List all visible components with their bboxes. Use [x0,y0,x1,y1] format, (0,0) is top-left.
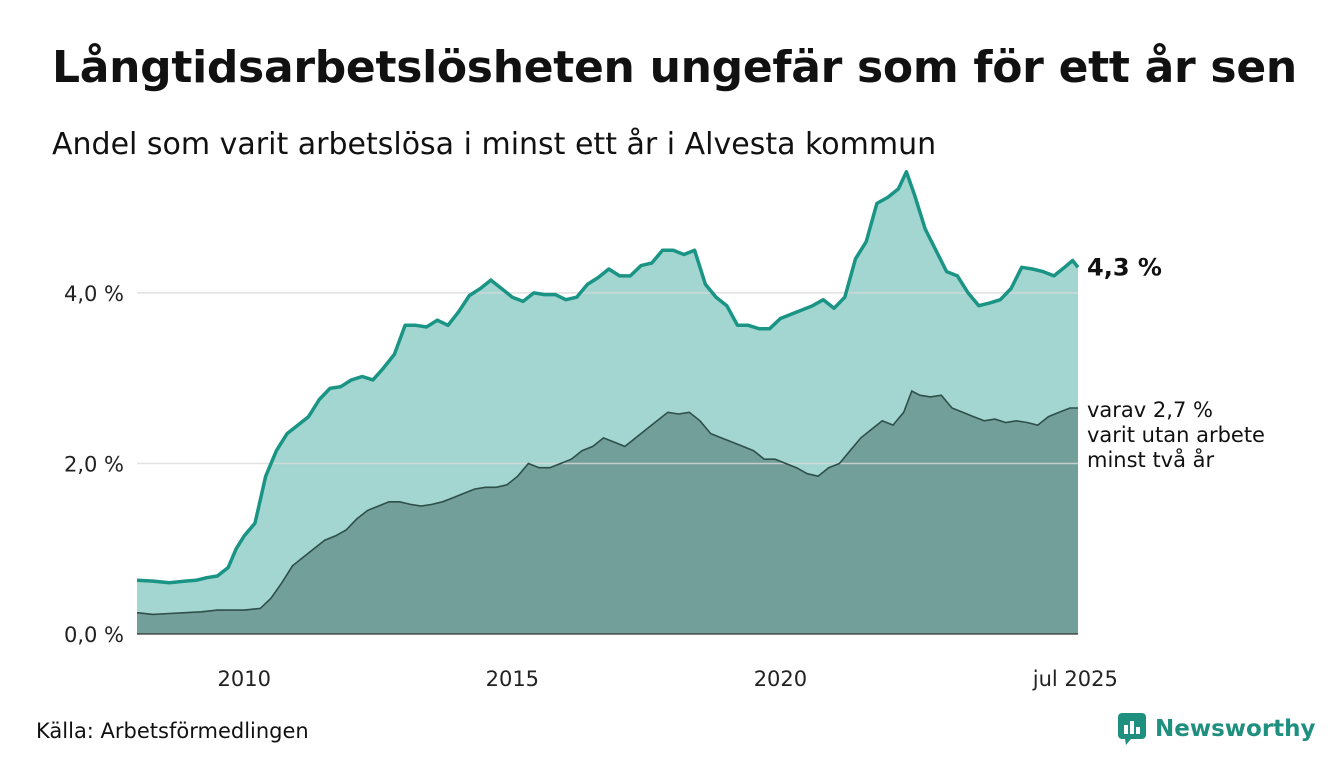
total-line [136,170,1080,585]
brand-logo: Newsworthy [1117,712,1316,746]
longterm-end-label-line: varav 2,7 % [1087,398,1213,422]
brand-name: Newsworthy [1155,716,1316,742]
y-tick-label: 4,0 % [64,282,124,306]
longterm-area [137,391,1078,634]
chart-title: Långtidsarbetslösheten ungefär som för e… [52,42,1297,93]
source-note: Källa: Arbetsförmedlingen [36,719,309,743]
x-tick-label: 2015 [486,667,539,691]
x-tick-label: 2020 [754,667,807,691]
y-tick-label: 2,0 % [64,452,124,476]
x-tick-label: jul 2025 [1032,667,1118,691]
longterm-end-label-line: varit utan arbete [1087,423,1265,447]
total-end-label: 4,3 % [1087,253,1162,281]
longterm-end-label-line: minst två år [1087,447,1215,472]
longterm-line [136,389,1078,616]
chart-subtitle: Andel som varit arbetslösa i minst ett å… [52,127,937,162]
x-tick-label: 2010 [218,667,271,691]
newsworthy-logo-icon [1118,713,1146,745]
y-tick-label: 0,0 % [64,623,124,647]
